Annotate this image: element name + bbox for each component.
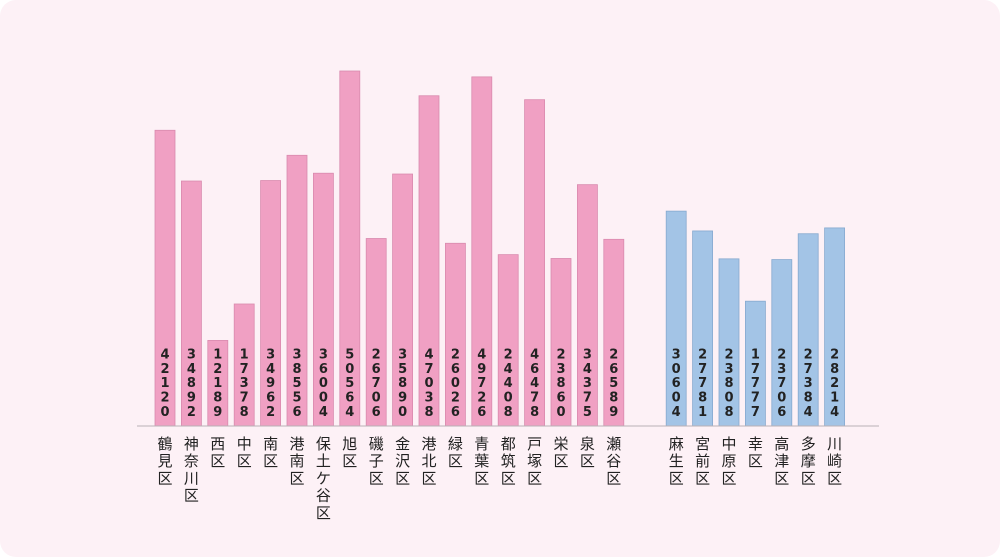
- tick-label: 中区: [237, 435, 252, 470]
- tick-label: 西区: [210, 435, 225, 470]
- tick-label: 栄区: [553, 435, 568, 470]
- tick-label: 戸塚区: [527, 435, 542, 487]
- tick-label: 南区: [263, 435, 278, 470]
- tick-label: 高津区: [774, 435, 789, 487]
- tick-label: 麻生区: [669, 435, 684, 487]
- tick-label: 幸区: [748, 435, 763, 470]
- tick-label: 港南区: [289, 435, 304, 487]
- tick-label: 緑区: [448, 435, 463, 470]
- tick-label: 旭区: [342, 435, 357, 470]
- tick-label: 保土ケ谷区: [316, 435, 331, 522]
- tick-label: 川崎区: [827, 435, 842, 487]
- tick-label: 瀬谷区: [606, 435, 621, 487]
- tick-label: 中原区: [721, 435, 736, 487]
- tick-label: 鶴見区: [157, 435, 172, 487]
- tick-label: 磯子区: [369, 435, 384, 487]
- tick-label: 宮前区: [695, 435, 710, 487]
- tick-label: 港北区: [421, 435, 436, 487]
- tick-label: 青葉区: [474, 435, 489, 487]
- tick-label: 金沢区: [395, 435, 410, 487]
- tick-label: 泉区: [580, 435, 595, 470]
- tick-label: 多摩区: [801, 435, 816, 487]
- tick-label: 都筑区: [501, 435, 516, 487]
- tick-label: 神奈川区: [184, 435, 199, 505]
